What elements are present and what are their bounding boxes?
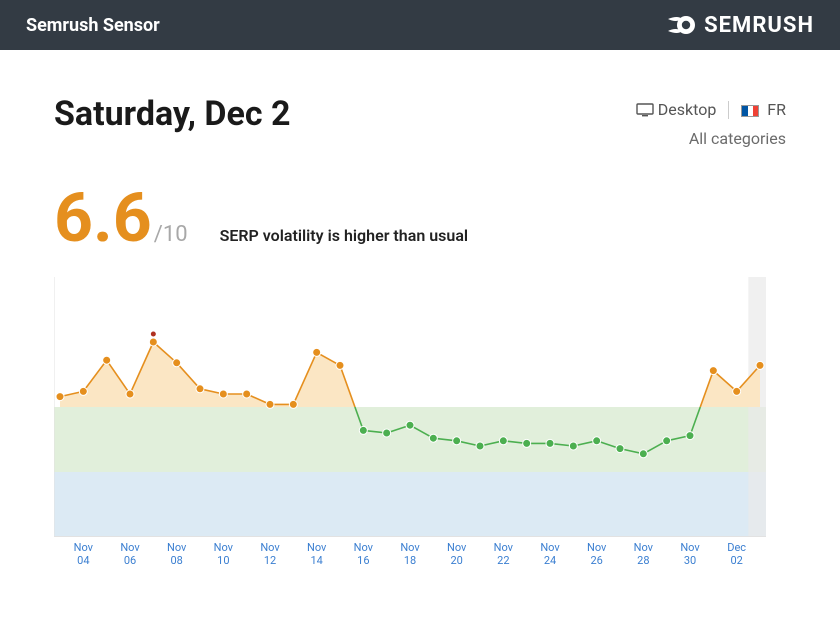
score-denominator: /10 xyxy=(154,222,188,247)
brand-logo: SEMRUSH xyxy=(668,13,814,38)
desktop-icon xyxy=(636,103,654,117)
axis-tick-label: Dec02 xyxy=(723,541,751,567)
axis-tick-label: Nov30 xyxy=(676,541,704,567)
page-title: Semrush Sensor xyxy=(26,15,160,36)
axis-tick-label: Nov28 xyxy=(629,541,657,567)
axis-tick-label: Nov14 xyxy=(303,541,331,567)
axis-tick-label: Nov16 xyxy=(349,541,377,567)
fireball-icon xyxy=(668,13,698,37)
filter-row-1: Desktop FR xyxy=(636,100,786,119)
filters: Desktop FR All categories xyxy=(636,94,786,148)
filter-divider xyxy=(728,101,729,119)
volatility-chart: Nov04 Nov06 Nov08 Nov10 Nov12 Nov14 Nov16 Nov18… xyxy=(54,277,766,577)
date-heading: Saturday, Dec 2 xyxy=(54,94,291,134)
chart-svg xyxy=(54,277,766,537)
axis-tick-label: Nov26 xyxy=(583,541,611,567)
device-filter[interactable]: Desktop xyxy=(636,100,717,119)
axis-tick-label: Nov06 xyxy=(116,541,144,567)
axis-tick-label: Nov22 xyxy=(489,541,517,567)
axis-tick-label: Nov04 xyxy=(69,541,97,567)
axis-tick-label: Nov08 xyxy=(163,541,191,567)
score-row: 6.6 /10 SERP volatility is higher than u… xyxy=(54,184,786,253)
axis-tick-label: Nov18 xyxy=(396,541,424,567)
score-main: 6.6 /10 xyxy=(54,184,188,252)
axis-tick-label: Nov12 xyxy=(256,541,284,567)
axis-tick-label: Nov10 xyxy=(209,541,237,567)
country-filter[interactable]: FR xyxy=(741,100,786,119)
categories-filter[interactable]: All categories xyxy=(636,129,786,148)
axis-tick-label: Nov20 xyxy=(443,541,471,567)
score-description: SERP volatility is higher than usual xyxy=(220,226,469,245)
app-header: Semrush Sensor SEMRUSH xyxy=(0,0,840,50)
main-content: Saturday, Dec 2 Desktop FR xyxy=(0,50,840,577)
flag-icon xyxy=(741,105,759,117)
top-row: Saturday, Dec 2 Desktop FR xyxy=(54,94,786,148)
axis-tick-label: Nov24 xyxy=(536,541,564,567)
score-value: 6.6 xyxy=(54,184,152,252)
axis-labels: Nov04 Nov06 Nov08 Nov10 Nov12 Nov14 Nov16 Nov18… xyxy=(54,541,766,571)
brand-text: SEMRUSH xyxy=(704,13,814,38)
